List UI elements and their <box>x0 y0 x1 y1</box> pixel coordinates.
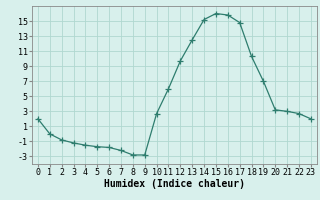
X-axis label: Humidex (Indice chaleur): Humidex (Indice chaleur) <box>104 179 245 189</box>
